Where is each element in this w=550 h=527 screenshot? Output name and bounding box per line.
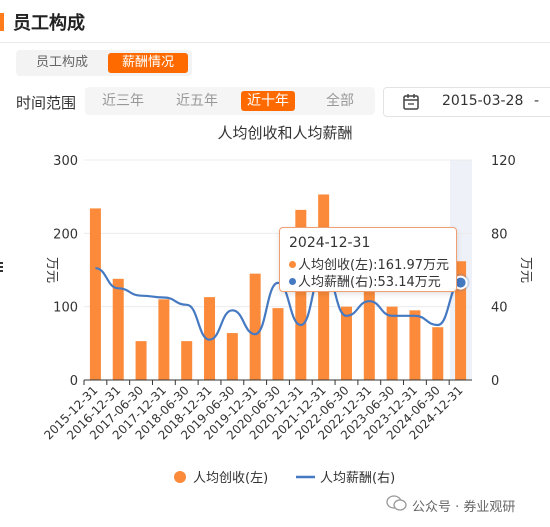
drag-handle[interactable]: [0, 262, 3, 274]
y-axis-right-label: 万元: [518, 257, 533, 283]
y-right-tick-label: 40: [491, 301, 508, 316]
revenue-dot-icon: [289, 261, 296, 268]
y-right-tick-label: 120: [491, 154, 516, 169]
chart-title: 人均创收和人均薪酬: [217, 124, 352, 142]
y-left-tick-label: 300: [53, 154, 78, 169]
revenue-bar[interactable]: [272, 308, 284, 380]
revenue-bar[interactable]: [295, 209, 307, 380]
tooltip-salary-text: 人均薪酬(右):53.14万元: [298, 275, 441, 290]
legend-bar-swatch: [174, 471, 186, 483]
y-axis-left-label: 万元: [44, 257, 59, 283]
calendar-icon: [403, 94, 419, 110]
date-separator: -: [534, 93, 540, 109]
range-all-button[interactable]: 全部: [326, 93, 354, 109]
wechat-icon: [386, 495, 407, 511]
revenue-bar[interactable]: [226, 333, 238, 380]
revenue-bar[interactable]: [112, 278, 124, 380]
view-tabs: 员工构成 薪酬情况: [16, 50, 192, 76]
legend: 人均创收(左) 人均薪酬(右): [174, 471, 395, 486]
tab-salary[interactable]: 薪酬情况: [108, 53, 188, 73]
revenue-bar[interactable]: [158, 299, 170, 380]
y-right-tick-label: 0: [491, 374, 499, 389]
page-title: 员工构成: [13, 13, 85, 34]
revenue-salary-chart: 人均创收和人均薪酬 0100200300040801202015-12-3120…: [41, 124, 533, 486]
chart-tooltip: 2024-12-31 人均创收(左):161.97万元 人均薪酬(右):53.1…: [279, 227, 457, 292]
revenue-bar[interactable]: [340, 306, 352, 380]
y-left-tick-label: 100: [53, 301, 78, 316]
revenue-bar[interactable]: [455, 261, 467, 380]
section-header: 员工构成: [0, 0, 550, 43]
y-right-tick-label: 80: [491, 227, 508, 242]
y-left-tick-label: 0: [70, 374, 78, 389]
range-5y-button[interactable]: 近五年: [176, 93, 218, 109]
range-10y-button[interactable]: 近十年: [241, 91, 295, 111]
legend-salary-label[interactable]: 人均薪酬(右): [320, 471, 395, 486]
revenue-bar[interactable]: [181, 341, 193, 380]
watermark-text: 公众号 · 券业观研: [412, 500, 516, 515]
salary-dot-icon: [289, 278, 296, 285]
time-range-selector: 近三年 近五年 近十年 全部: [85, 87, 375, 115]
tooltip-salary-row: 人均薪酬(右):53.14万元: [289, 271, 441, 290]
tab-staff-composition[interactable]: 员工构成: [35, 55, 88, 70]
revenue-bar[interactable]: [135, 341, 147, 380]
revenue-bar[interactable]: [386, 306, 398, 380]
tooltip-date: 2024-12-31: [289, 235, 371, 251]
revenue-bar[interactable]: [249, 273, 261, 380]
header-accent-bar: [0, 13, 4, 31]
revenue-bar[interactable]: [89, 208, 101, 380]
revenue-bar[interactable]: [204, 297, 216, 380]
start-date-value: 2015-03-28: [442, 93, 524, 109]
revenue-bar[interactable]: [432, 327, 444, 380]
date-picker[interactable]: 2015-03-28 -: [383, 87, 550, 117]
tooltip-revenue-text: 人均创收(左):161.97万元: [298, 258, 450, 273]
revenue-bar[interactable]: [409, 310, 421, 380]
range-3y-button[interactable]: 近三年: [102, 93, 144, 109]
time-range-label: 时间范围: [16, 94, 77, 112]
tooltip-revenue-row: 人均创收(左):161.97万元: [289, 254, 449, 273]
y-left-tick-label: 200: [53, 227, 78, 242]
axes: 0100200300040801202015-12-312016-12-3120…: [41, 154, 516, 442]
revenue-bar[interactable]: [363, 237, 375, 380]
legend-revenue-label[interactable]: 人均创收(左): [193, 471, 268, 486]
